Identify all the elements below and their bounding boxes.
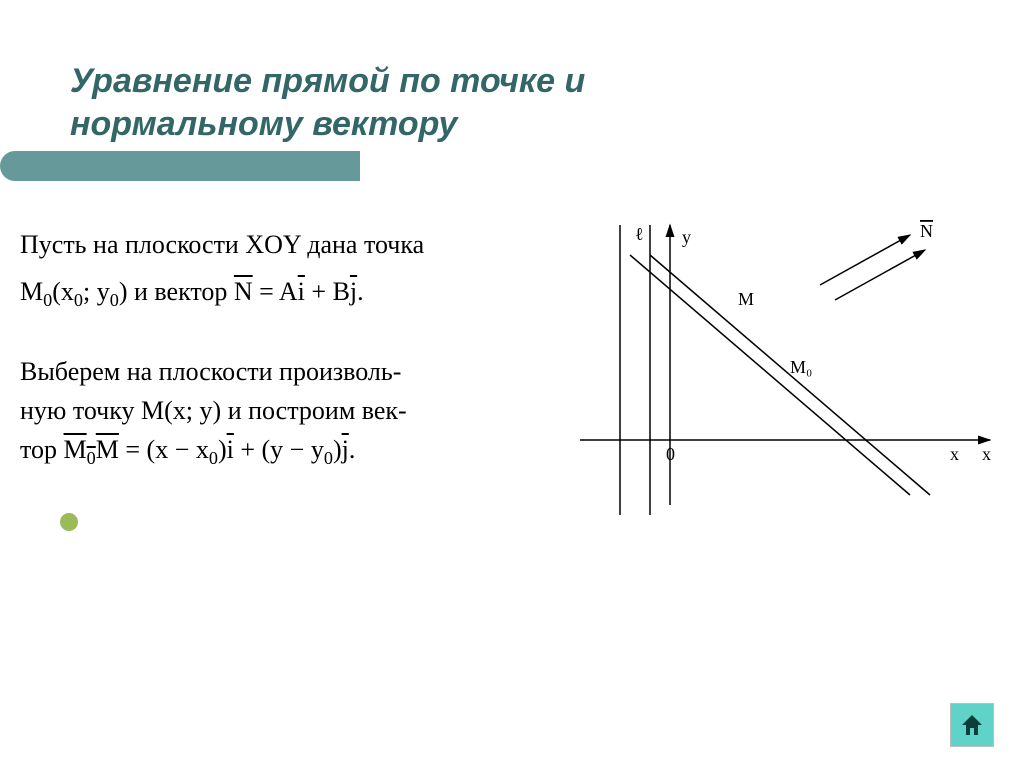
paragraph-1b: M0(x0; y0) и вектор N = Ai + Bj.: [20, 272, 560, 314]
x-label-dup: x: [982, 444, 991, 464]
p3-eq: = (x − x: [125, 435, 208, 464]
p2-m0-pre: M: [20, 277, 43, 306]
geometry-diagram: 0 x x y ℓ M M₀ N: [580, 215, 1000, 515]
home-icon: [958, 711, 986, 739]
p2-args-close: ): [119, 277, 128, 306]
p3-l2a: ную точку: [20, 396, 141, 425]
M0-label: M₀: [790, 357, 812, 377]
p3-M: M(x; y): [141, 396, 221, 425]
paragraph-2-l1: Выберем на плоскости произволь-: [20, 352, 560, 391]
p3-plus: + (y − y: [234, 435, 324, 464]
p2-args-open: (x: [52, 277, 74, 306]
title-line1: Уравнение прямой по точке и: [70, 60, 984, 103]
p2-plus: + B: [305, 277, 350, 306]
paragraph-2-l3: тор M0M = (x − x0)i + (y − y0)j.: [20, 430, 560, 472]
p3-M0M-s: 0: [87, 449, 96, 469]
n-vector-2: [835, 250, 925, 300]
M-label: M: [738, 289, 754, 309]
p2-dot: .: [357, 277, 364, 306]
p3-l3a: тор: [20, 435, 64, 464]
slide-title: Уравнение прямой по точке и нормальному …: [70, 60, 984, 145]
p2-m0-sub: 0: [43, 290, 52, 310]
title-accent-bar: [0, 151, 360, 181]
text-column: Пусть на плоскости XOY дана точка M0(x0;…: [0, 225, 560, 531]
p2-args-s1: 0: [74, 290, 83, 310]
p2-eq: = A: [259, 277, 298, 306]
origin-label: 0: [666, 444, 675, 464]
p2-N: N: [234, 277, 253, 306]
p3-close: ): [333, 435, 342, 464]
content-area: Пусть на плоскости XOY дана точка M0(x0;…: [0, 225, 984, 531]
paragraph-1: Пусть на плоскости XOY дана точка: [20, 225, 560, 264]
p3-M0M-2: M: [96, 435, 119, 464]
title-line2: нормальному вектору: [70, 103, 984, 146]
p2-mid: и вектор: [134, 277, 234, 306]
p3-i: i: [227, 435, 234, 464]
p3-M0M-1: M: [64, 435, 87, 464]
p3-j: j: [342, 435, 349, 464]
ell-label: ℓ: [635, 224, 644, 244]
p3-l2b: и построим век-: [221, 396, 407, 425]
p1-pre: Пусть на плоскости: [20, 230, 245, 259]
p3-M0M: M0M: [64, 430, 119, 472]
y-label: y: [682, 227, 691, 247]
p2-m0: M0(x0; y0): [20, 277, 134, 306]
p3-s2: 0: [324, 449, 333, 469]
diagram-column: 0 x x y ℓ M M₀ N: [560, 225, 984, 531]
paragraph-2-l2: ную точку M(x; y) и построим век-: [20, 391, 560, 430]
p3-mid: ): [218, 435, 227, 464]
x-label: x: [950, 444, 959, 464]
home-button[interactable]: [950, 703, 994, 747]
slide-title-wrap: Уравнение прямой по точке и нормальному …: [70, 60, 984, 145]
p3-dot: .: [349, 435, 356, 464]
p1-post: дана точка: [301, 230, 424, 259]
p2-args-s2: 0: [110, 290, 119, 310]
p3-s1: 0: [209, 449, 218, 469]
list-bullet: [60, 513, 78, 531]
p1-xoy: XOY: [245, 230, 300, 259]
p2-args-mid: ; y: [83, 277, 110, 306]
N-label: N: [920, 221, 933, 241]
p2-i: i: [298, 277, 305, 306]
n-vector-1: [820, 235, 910, 285]
